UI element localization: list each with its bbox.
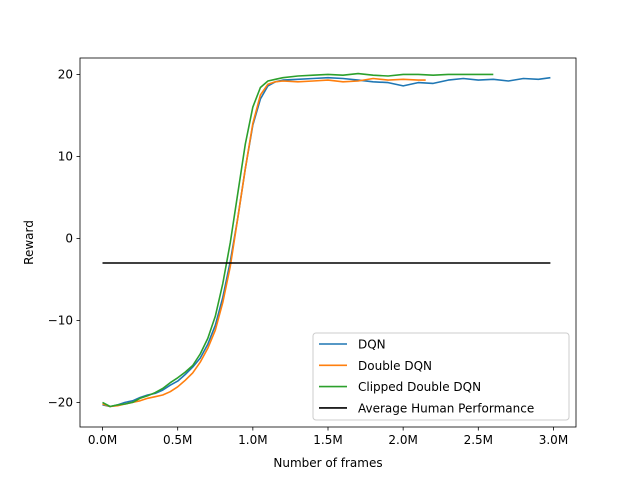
series-line-2 xyxy=(102,72,494,408)
x-tick-label: 3.0M xyxy=(539,433,568,447)
x-axis-label: Number of frames xyxy=(273,456,382,470)
x-tick-label: 0.0M xyxy=(88,433,117,447)
legend: DQN Double DQN Clipped Double DQN Average H… xyxy=(312,332,570,421)
legend-box xyxy=(312,332,570,421)
series-layer xyxy=(102,72,551,408)
ticks-layer: 0.0M 0.5M 1.0M 1.5M 2.0M 2.5M 3.0M −20 −10 0 10 20 xyxy=(48,67,569,447)
x-tick-label: 0.5M xyxy=(163,433,192,447)
x-tick-label: 2.5M xyxy=(464,433,493,447)
y-tick-label: 0 xyxy=(65,231,73,245)
legend-label-1: Double DQN xyxy=(358,359,432,373)
legend-label-2: Clipped Double DQN xyxy=(358,380,481,394)
y-tick-label: 10 xyxy=(58,149,73,163)
x-tick-label: 1.0M xyxy=(238,433,267,447)
x-tick-label: 1.5M xyxy=(313,433,342,447)
y-axis-label: Reward xyxy=(22,220,36,265)
legend-label-3: Average Human Performance xyxy=(358,401,534,415)
y-tick-label: −20 xyxy=(48,395,73,409)
x-tick-label: 2.0M xyxy=(388,433,417,447)
y-tick-label: −10 xyxy=(48,313,73,327)
legend-label-0: DQN xyxy=(358,338,386,352)
series-line-1 xyxy=(102,77,426,408)
y-tick-label: 20 xyxy=(58,67,73,81)
